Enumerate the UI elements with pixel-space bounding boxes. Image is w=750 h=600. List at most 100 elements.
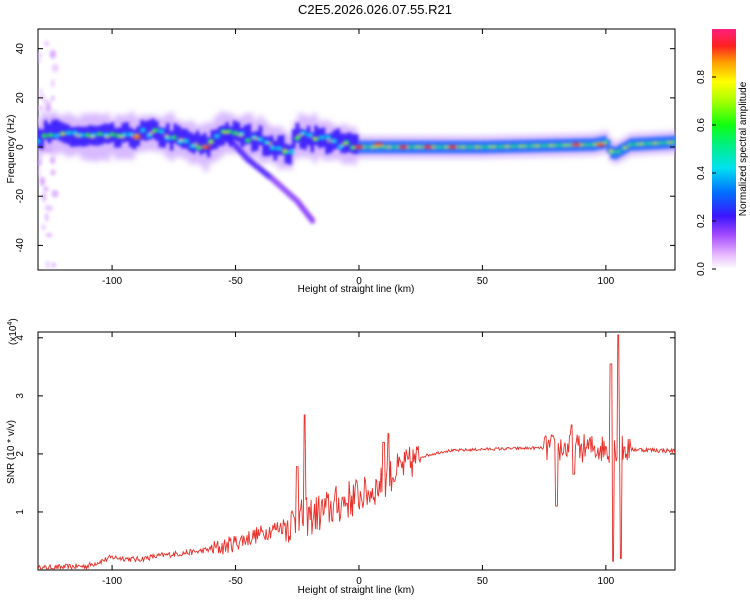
core-cell <box>184 129 189 149</box>
y-tick-label: 3 <box>15 393 26 399</box>
inner-blob <box>121 132 128 137</box>
core-cell <box>329 133 333 153</box>
inner-blob <box>294 136 301 141</box>
core-cell <box>188 131 192 152</box>
inner-blob <box>528 144 535 148</box>
inner-blob <box>164 136 171 141</box>
inner-blob <box>146 133 153 138</box>
inner-blob <box>41 133 48 138</box>
scatter-blob <box>39 93 46 101</box>
core-cell <box>258 125 263 146</box>
hotspot <box>200 145 211 149</box>
spectrogram-y-label: Frequency (Hz) <box>6 115 17 184</box>
inner-blob <box>183 138 190 144</box>
core-cell <box>166 123 170 143</box>
inner-blob <box>559 143 566 147</box>
inner-blob <box>115 133 122 138</box>
core-cell <box>247 123 252 144</box>
core-cell <box>173 123 178 144</box>
core-cell <box>310 132 315 153</box>
inner-blob <box>84 132 91 138</box>
core-cell <box>251 132 255 152</box>
core-cell <box>147 120 152 140</box>
inner-blob <box>609 150 616 154</box>
inner-blob <box>325 135 332 140</box>
hotspot <box>353 145 364 149</box>
inner-blob <box>522 144 529 148</box>
colorbar: 0.0 0.2 0.4 0.6 0.8 Normalized spectral ampl… <box>696 29 749 276</box>
colorbar-tick-label: 0.0 <box>696 262 707 276</box>
ridge-accent <box>652 142 658 145</box>
scatter-blob <box>45 102 51 113</box>
y-tick-label: 2 <box>15 451 26 457</box>
core-cell <box>314 125 318 146</box>
svg-text:(x104): (x104) <box>7 318 19 345</box>
snr-x-label: Height of straight line (km) <box>298 585 415 596</box>
ridge-accent <box>89 136 95 139</box>
inner-blob <box>393 145 400 149</box>
scatter-blob <box>45 260 50 269</box>
colorbar-label: Normalized spectral amplitude <box>738 81 749 216</box>
ridge-inner <box>38 127 675 155</box>
inner-blob <box>510 144 517 148</box>
inner-blob <box>269 145 276 151</box>
scatter-blob <box>38 167 41 178</box>
scatter-blob <box>45 212 49 222</box>
snr-plot-area <box>38 334 675 570</box>
core-cell <box>243 125 248 145</box>
scatter-blob <box>38 116 41 125</box>
x-tick-label: 0 <box>356 576 362 587</box>
core-cell <box>229 126 233 147</box>
spectrogram-image <box>38 40 675 269</box>
dispersive-branch <box>220 128 316 225</box>
ridge-accent <box>608 149 614 152</box>
core-cell <box>162 127 166 148</box>
x-tick-label: -50 <box>228 276 243 287</box>
inner-blob <box>53 133 60 138</box>
branch-blob <box>309 217 316 225</box>
inner-blob <box>72 130 79 136</box>
colorbar-axis: 0.0 0.2 0.4 0.6 0.8 <box>696 70 716 276</box>
inner-blob <box>127 132 134 137</box>
inner-blob <box>275 146 282 151</box>
inner-blob <box>479 145 486 149</box>
inner-blob <box>244 138 251 143</box>
inner-blob <box>380 145 387 149</box>
core-cell <box>38 128 40 148</box>
colorbar-tick-label: 0.2 <box>696 214 707 228</box>
hotspot <box>373 142 384 147</box>
hotspot <box>571 142 582 147</box>
x-tick-label: 50 <box>477 276 489 287</box>
core-cell <box>114 127 118 148</box>
ridge-accent <box>193 142 199 146</box>
scatter-blob <box>51 63 59 73</box>
core-cell <box>132 129 137 150</box>
ridge-accent <box>504 145 510 148</box>
snr-x-axis: -100 -50 0 50 100 <box>102 332 615 587</box>
core-cell <box>240 127 244 148</box>
inner-blob <box>195 145 202 150</box>
hotspot <box>131 135 142 139</box>
core-cell <box>325 134 329 155</box>
x-tick-label: 0 <box>356 276 362 287</box>
inner-blob <box>214 133 221 139</box>
ridge-accent <box>489 145 495 149</box>
core-cell <box>288 144 292 165</box>
core-cell <box>292 129 296 149</box>
ridge-accent <box>104 136 110 139</box>
scatter-column <box>38 40 59 269</box>
core-cell <box>266 136 270 157</box>
ridge-accent <box>549 144 555 147</box>
ridge-accent <box>149 131 155 134</box>
core-cell <box>255 130 259 151</box>
inner-blob <box>497 145 504 149</box>
core-cell <box>606 139 611 153</box>
inner-blob <box>615 150 622 154</box>
ridge-accent <box>178 138 184 141</box>
inner-blob <box>411 145 418 149</box>
core-cell <box>55 119 59 140</box>
inner-blob <box>139 127 146 133</box>
core-cell <box>236 122 240 142</box>
core-cell <box>43 120 48 140</box>
core-cell <box>129 127 133 148</box>
